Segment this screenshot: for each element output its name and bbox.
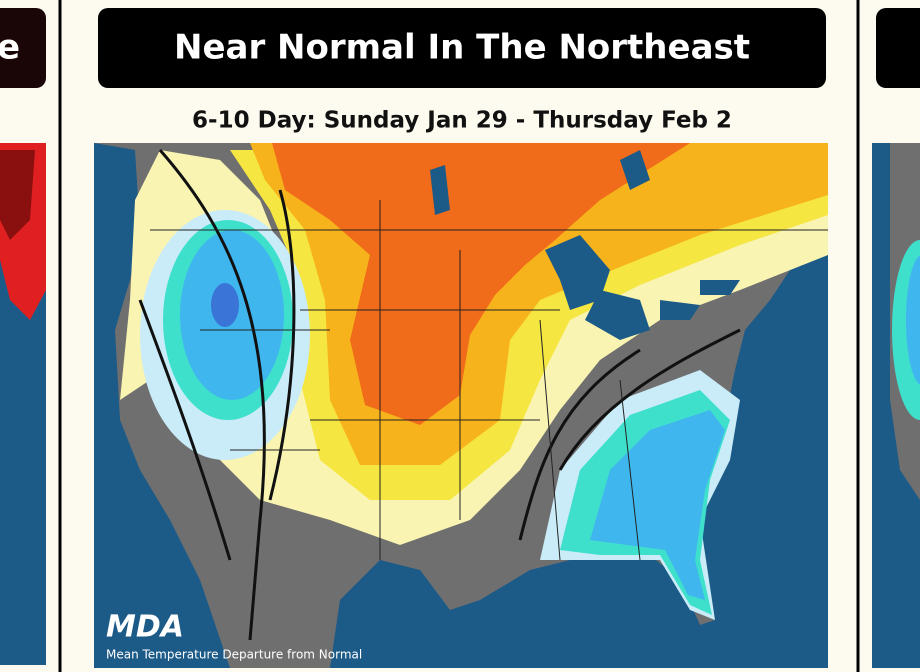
region-dark-blue xyxy=(211,283,239,327)
region-orange xyxy=(272,143,690,425)
region-light-yellow xyxy=(120,150,828,545)
title-bar xyxy=(98,8,826,88)
left-title-bar xyxy=(0,8,46,88)
great-lakes xyxy=(545,235,610,310)
right-card[interactable] xyxy=(872,8,920,668)
left-title: e xyxy=(0,28,20,68)
contours xyxy=(138,149,741,641)
right-title-bar xyxy=(876,8,920,88)
card-title: Near Normal In The Northeast xyxy=(174,28,750,68)
logo: MDA xyxy=(106,610,184,645)
right-map-region xyxy=(906,255,920,385)
borders xyxy=(150,200,828,561)
great-lakes xyxy=(585,280,740,340)
left-card[interactable]: e xyxy=(0,8,46,665)
left-map-region xyxy=(0,150,35,240)
center-card[interactable]: Near Normal In The Northeast 6-10 Day: S… xyxy=(94,8,828,668)
map: MDA Mean Temperature Departure from Norm… xyxy=(94,143,828,668)
lakes xyxy=(430,150,650,215)
card-subtitle: 6-10 Day: Sunday Jan 29 - Thursday Feb 2 xyxy=(192,108,732,134)
region-blue xyxy=(590,410,725,600)
map-caption: Mean Temperature Departure from Normal xyxy=(106,648,362,662)
